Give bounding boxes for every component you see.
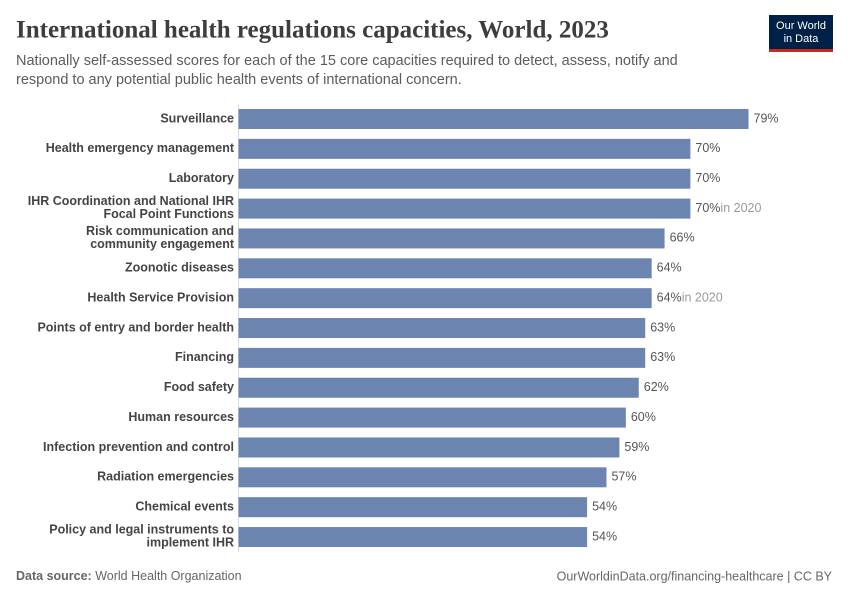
source-label: Data source: xyxy=(16,569,92,583)
category-label: Surveillance xyxy=(160,111,234,125)
subtitle: respond to any potential public health e… xyxy=(16,72,462,88)
bar xyxy=(238,407,626,428)
bar xyxy=(238,258,652,279)
value-label: 57% xyxy=(611,470,636,484)
logo[interactable]: Our World in Data xyxy=(769,15,833,52)
bar xyxy=(238,228,665,249)
logo-box xyxy=(769,15,833,50)
bar xyxy=(238,198,691,219)
bar xyxy=(238,497,588,518)
logo-text: in Data xyxy=(784,33,820,45)
category-label: Policy and legal instruments to implement… xyxy=(49,523,234,550)
value-label: 59% xyxy=(624,440,649,454)
bar xyxy=(238,138,691,159)
bar xyxy=(238,377,639,398)
value-label: 66% xyxy=(670,231,695,245)
category-label: IHR Coordination and National IHR Focal P… xyxy=(28,194,234,221)
value-label: 70% xyxy=(695,141,720,155)
annotation: in 2020 xyxy=(720,201,761,215)
value-label: 54% xyxy=(592,529,617,543)
bar xyxy=(238,168,691,189)
bar xyxy=(238,347,646,368)
bar xyxy=(238,437,620,458)
value-label: 70% xyxy=(695,171,720,185)
category-label: Points of entry and border health xyxy=(37,320,234,334)
category-label: Infection prevention and control xyxy=(43,440,234,454)
category-label: Laboratory xyxy=(169,171,234,185)
bar xyxy=(238,527,588,548)
category-label: Zoonotic diseases xyxy=(125,261,234,275)
footer-url: OurWorldinData.org/financing-healthcare … xyxy=(557,569,833,583)
source-text: World Health Organization xyxy=(95,569,241,583)
source: Data source: World Health Organization xyxy=(16,569,242,583)
bar xyxy=(238,467,607,488)
category-label: Risk communication and community engageme… xyxy=(86,224,235,251)
bar xyxy=(238,109,749,129)
bar xyxy=(238,318,646,339)
value-label: 79% xyxy=(754,111,779,125)
value-label: 63% xyxy=(650,320,675,334)
category-label: Chemical events xyxy=(135,499,234,513)
value-label: 64% xyxy=(657,290,682,304)
category-label: Human resources xyxy=(128,410,234,424)
category-label: Health Service Provision xyxy=(87,290,234,304)
value-label: 60% xyxy=(631,410,656,424)
category-label: Financing xyxy=(175,350,234,364)
value-label: 62% xyxy=(644,380,669,394)
category-label: Health emergency management xyxy=(46,141,235,155)
value-label: 54% xyxy=(592,499,617,513)
chart-title: International health regulations capacit… xyxy=(16,17,609,44)
bar xyxy=(238,288,652,309)
logo-stripe xyxy=(769,49,833,52)
logo-text: Our World xyxy=(776,20,826,32)
category-label: Radiation emergencies xyxy=(97,470,234,484)
value-label: 70% xyxy=(695,201,720,215)
subtitle: Nationally self-assessed scores for each… xyxy=(16,53,678,69)
value-label: 63% xyxy=(650,350,675,364)
annotation: in 2020 xyxy=(682,290,723,304)
value-label: 64% xyxy=(657,261,682,275)
category-label: Food safety xyxy=(164,380,234,394)
